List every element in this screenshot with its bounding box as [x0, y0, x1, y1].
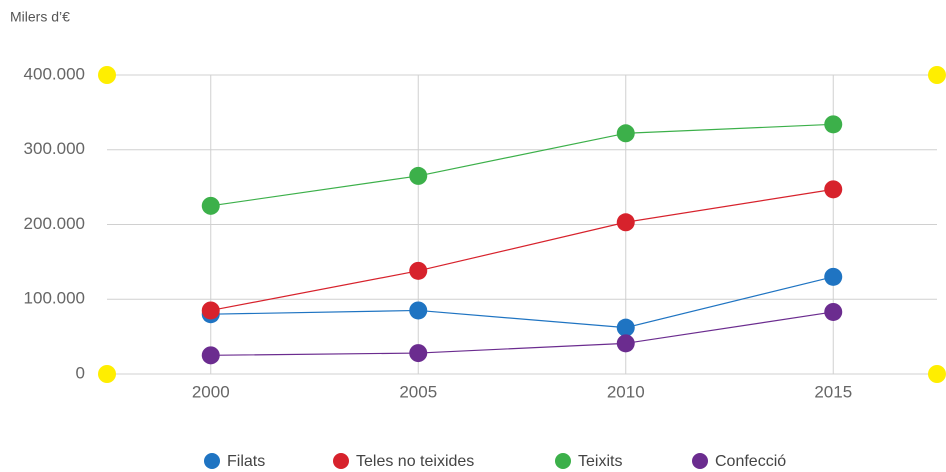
resize-handle: [98, 365, 116, 383]
resize-handle: [98, 66, 116, 84]
series-line: [210, 311, 834, 356]
y-axis-title: Milers d’€: [10, 9, 70, 25]
x-tick-label: 2005: [399, 382, 437, 401]
data-point: [201, 301, 220, 320]
data-point: [616, 318, 635, 337]
x-tick-label: 2015: [814, 382, 852, 401]
y-tick-label: 100.000: [24, 289, 85, 308]
data-point: [409, 301, 428, 320]
legend-marker: [333, 453, 349, 469]
legend-marker: [692, 453, 708, 469]
resize-handle: [928, 66, 946, 84]
data-point: [409, 344, 428, 363]
series-line: [210, 123, 834, 207]
y-tick-label: 400.000: [24, 64, 85, 83]
data-point: [824, 180, 843, 199]
series-line: [210, 188, 834, 312]
data-point: [616, 213, 635, 232]
series-line: [210, 276, 834, 329]
data-point: [616, 124, 635, 143]
data-point: [824, 267, 843, 286]
y-tick-label: 0: [76, 363, 85, 382]
legend-marker: [204, 453, 220, 469]
data-point: [616, 334, 635, 353]
data-point: [201, 346, 220, 365]
legend-label: Teles no teixides: [356, 453, 474, 470]
data-point: [824, 115, 843, 134]
resize-handle: [928, 365, 946, 383]
data-point: [201, 196, 220, 215]
data-point: [824, 302, 843, 321]
legend-label: Teixits: [578, 453, 622, 470]
legend-label: Filats: [227, 453, 265, 470]
legend-marker: [555, 453, 571, 469]
data-point: [409, 166, 428, 185]
data-point: [409, 261, 428, 280]
x-tick-label: 2010: [607, 382, 645, 401]
y-tick-label: 300.000: [24, 139, 85, 158]
x-tick-label: 2000: [192, 382, 230, 401]
legend-label: Confecció: [715, 453, 786, 470]
y-tick-label: 200.000: [24, 214, 85, 233]
